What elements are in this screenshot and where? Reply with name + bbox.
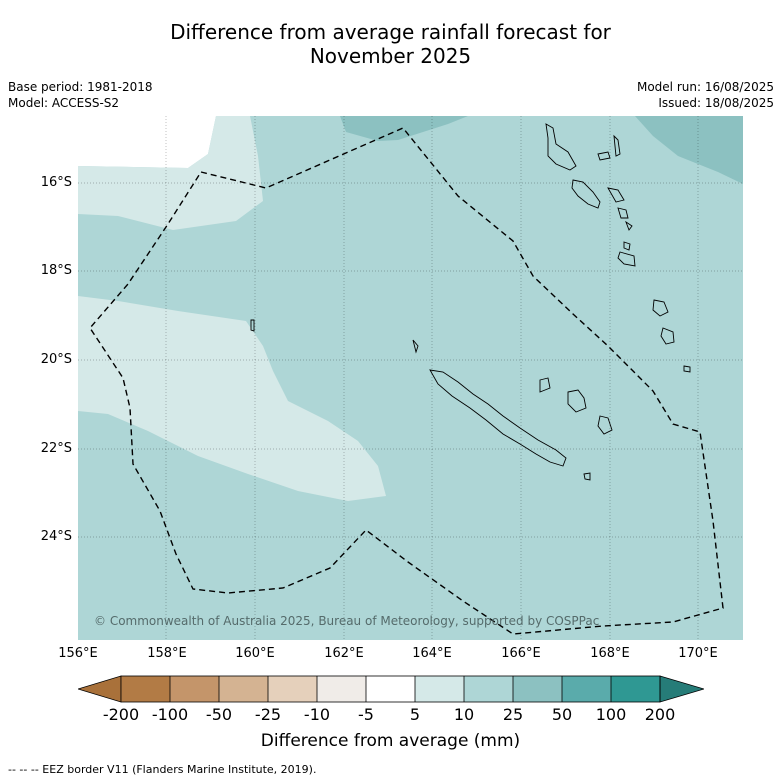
model-run: Model run: 16/08/2025 <box>636 80 774 94</box>
colorbar-bin-5 <box>317 676 366 702</box>
colorbar-tick: 25 <box>502 705 524 724</box>
lon-label-160e: 160°E <box>235 646 275 661</box>
field-5-10-west <box>78 296 386 501</box>
colorbar-tick: -25 <box>254 705 282 724</box>
colorbar <box>78 675 704 703</box>
colorbar-tick: -5 <box>358 705 374 724</box>
colorbar-bin-6 <box>366 676 415 702</box>
colorbar-tick: 200 <box>644 705 676 724</box>
colorbar-tick: -50 <box>205 705 233 724</box>
colorbar-bin-4 <box>268 676 317 702</box>
colorbar-tick: 5 <box>409 705 421 724</box>
meta-right: Model run: 16/08/2025 Issued: 18/08/2025 <box>637 79 774 111</box>
new-caledonia <box>250 319 613 481</box>
colorbar-bin-3 <box>219 676 268 702</box>
lon-label-164e: 164°E <box>412 646 452 661</box>
colorbar-tick: -200 <box>102 705 140 724</box>
title-line-1: Difference from average rainfall forecas… <box>170 20 611 44</box>
lat-label-18s: 18°S <box>40 263 72 278</box>
lat-label-16s: 16°S <box>40 175 72 190</box>
copyright-notice: © Commonwealth of Australia 2025, Bureau… <box>94 614 600 628</box>
field-25-50-north <box>340 116 468 141</box>
lon-label-162e: 162°E <box>324 646 364 661</box>
colorbar-bin-9 <box>513 676 562 702</box>
field-near-average <box>78 116 216 168</box>
model-name: Model: ACCESS-S2 <box>8 96 120 110</box>
lon-label-156e: 156°E <box>58 646 98 661</box>
colorbar-label: Difference from average (mm) <box>260 731 521 751</box>
base-period: Base period: 1981-2018 <box>8 80 153 94</box>
lat-label-20s: 20°S <box>40 352 72 367</box>
eez-border <box>89 127 724 635</box>
colorbar-bin-8 <box>464 676 513 702</box>
lon-label-166e: 166°E <box>501 646 541 661</box>
field-25-50-northeast <box>635 116 743 184</box>
graticule <box>78 116 743 640</box>
meta-left: Base period: 1981-2018 Model: ACCESS-S2 <box>8 79 153 111</box>
colorbar-bin-10 <box>562 676 611 702</box>
colorbar-tick: 50 <box>551 705 573 724</box>
colorbar-tick: -100 <box>151 705 189 724</box>
lat-label-22s: 22°S <box>40 441 72 456</box>
colorbar-bin-2 <box>170 676 219 702</box>
colorbar-bin-11 <box>611 676 660 702</box>
eez-footnote: -- -- -- EEZ border V11 (Flanders Marine… <box>8 763 317 776</box>
colorbar-tick: -10 <box>303 705 331 724</box>
lon-label-158e: 158°E <box>147 646 187 661</box>
colorbar-bin-1 <box>121 676 170 702</box>
lat-label-24s: 24°S <box>40 529 72 544</box>
rainfall-map <box>78 116 743 640</box>
field-5-10-north <box>78 116 263 230</box>
lon-label-170e: 170°E <box>678 646 718 661</box>
title-line-2: November 2025 <box>309 44 472 68</box>
vanuatu-islands <box>545 123 691 373</box>
colorbar-bin-7 <box>415 676 464 702</box>
map-title: Difference from average rainfall forecas… <box>0 20 781 68</box>
colorbar-extend-low <box>78 675 122 703</box>
colorbar-tick: 100 <box>595 705 627 724</box>
issued-date: Issued: 18/08/2025 <box>658 96 774 110</box>
colorbar-tick: 10 <box>453 705 475 724</box>
colorbar-extend-high <box>659 675 704 703</box>
lon-label-168e: 168°E <box>590 646 630 661</box>
